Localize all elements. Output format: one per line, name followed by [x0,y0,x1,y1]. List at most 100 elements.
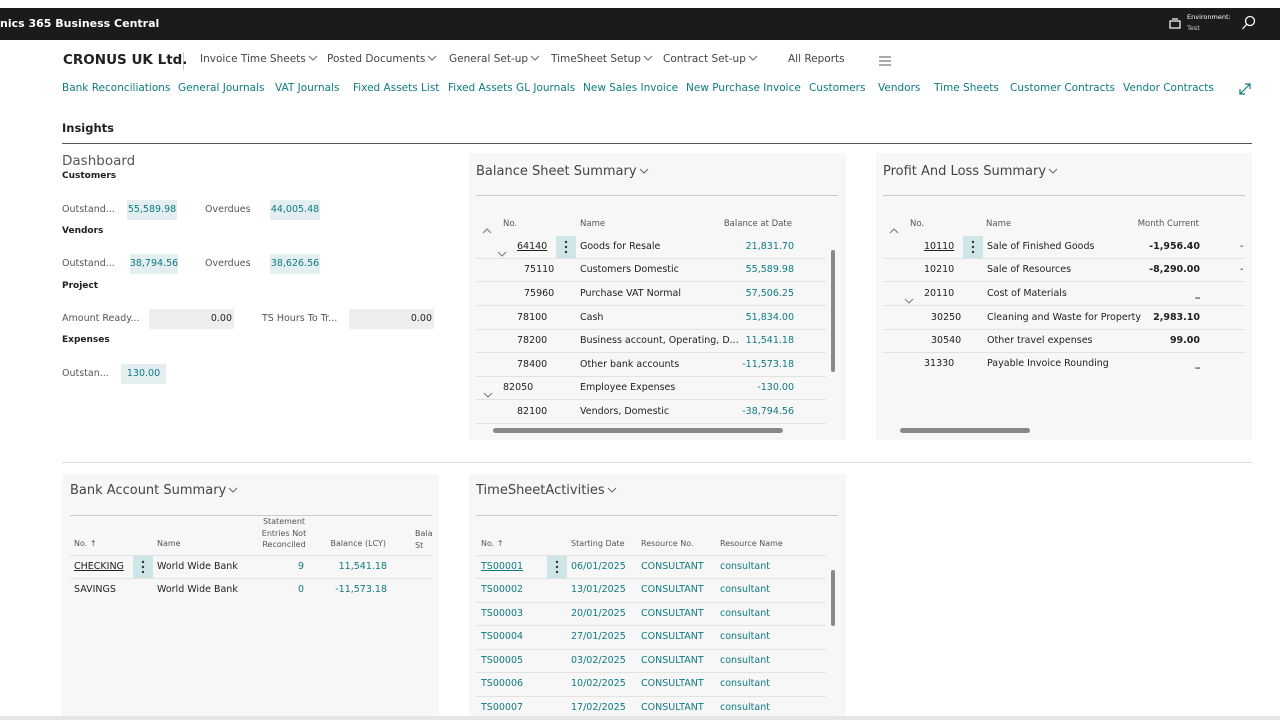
timesheet-cell[interactable]: CONSULTANT [641,583,704,597]
tile-box[interactable] [121,364,166,384]
account-no[interactable]: 30540 [931,334,961,348]
nav-item[interactable]: TimeSheet Setup [551,52,653,68]
tile-value-text[interactable]: 0.00 [410,312,432,324]
account-no-text[interactable]: 10210 [924,263,955,275]
nav-item-text[interactable]: Invoice Time Sheets [200,53,306,66]
chevron-glyph[interactable] [889,227,899,235]
account-no-text[interactable]: 78100 [517,311,548,323]
action-link-text[interactable]: Customer Contracts [1010,82,1115,95]
tile-box[interactable] [270,200,320,220]
timesheet-cell-text[interactable]: CONSULTANT [641,607,704,619]
tile-box[interactable] [130,254,178,274]
action-link[interactable]: Customer Contracts [1010,81,1115,97]
chevron[interactable] [639,167,649,175]
bank-no-text[interactable]: SAVINGS [74,583,116,595]
timesheet-cell-text[interactable]: TS00006 [481,678,524,690]
tile-value-text[interactable]: 55,589.98 [127,203,177,215]
tile-value[interactable]: 44,005.48 [265,203,325,217]
action-link[interactable]: Vendor Contracts [1123,81,1214,97]
timesheet-cell-text[interactable]: CONSULTANT [641,560,704,572]
account-no[interactable]: 82050 [503,381,533,395]
timesheet-cell-text[interactable]: consultant [720,607,770,619]
timesheet-cell-text[interactable]: 27/01/2025 [571,631,626,643]
timesheet-cell-text[interactable]: 03/02/2025 [571,654,626,666]
account-no-text[interactable]: 78200 [517,334,548,346]
nav-item-text[interactable]: Contract Set-up [663,53,746,66]
entries-not-reconciled[interactable]: 0 [0,583,304,597]
row-actions[interactable] [547,556,567,578]
timesheet-cell-text[interactable]: TS00002 [481,584,524,596]
timesheet-cell-text[interactable]: TS00004 [481,631,524,643]
entries-not-reconciled[interactable]: 9 [0,560,304,574]
nav-item-text[interactable]: Posted Documents [327,53,426,66]
scrollbar-thumb[interactable] [831,250,835,372]
bank-no[interactable]: CHECKING [74,560,124,574]
timesheet-cell[interactable]: TS00007 [481,701,523,715]
environment-icon[interactable] [1168,17,1182,31]
panel-title[interactable]: Balance Sheet Summary [476,162,649,182]
account-no-text[interactable]: 30250 [931,311,962,323]
tile-value[interactable]: 38,626.56 [265,257,325,271]
timesheet-cell-text[interactable]: 20/01/2025 [571,607,626,619]
tile-value-text[interactable]: 38,794.56 [129,257,179,269]
account-no-text[interactable]: 31330 [924,357,955,369]
chevron[interactable] [607,486,617,494]
balance-lcy[interactable]: 11,541.18 [67,560,387,574]
action-link-text[interactable]: Fixed Assets List [353,82,440,95]
timesheet-cell[interactable]: TS00001 [481,560,523,574]
action-link[interactable]: New Sales Invoice [583,81,678,97]
collapse-chevron[interactable] [904,290,914,304]
timesheet-cell-text[interactable]: CONSULTANT [641,631,704,643]
account-no[interactable]: 78400 [517,358,547,372]
account-no-text[interactable]: 78400 [517,358,548,370]
timesheet-cell-text[interactable]: 10/02/2025 [571,678,626,690]
timesheet-cell-text[interactable]: 13/01/2025 [571,584,626,596]
timesheet-cell[interactable]: TS00003 [481,607,523,621]
timesheet-cell-text[interactable]: 17/02/2025 [571,701,626,713]
action-link[interactable]: Bank Reconciliations [62,81,170,97]
row-actions[interactable] [133,556,153,578]
tile-value-text[interactable]: 38,626.56 [270,257,320,269]
dots[interactable] [133,556,153,578]
timesheet-cell[interactable]: 17/02/2025 [571,701,626,715]
account-no-text[interactable]: 75960 [524,287,555,299]
timesheet-cell[interactable]: CONSULTANT [641,677,704,691]
timesheet-cell[interactable]: TS00004 [481,630,523,644]
timesheet-cell[interactable]: CONSULTANT [641,701,704,715]
timesheet-cell-text[interactable]: TS00001 [481,560,524,572]
tile-box[interactable] [127,200,177,220]
balance[interactable]: -38,794.56 [474,405,794,419]
row-actions[interactable] [963,236,983,258]
timesheet-cell[interactable]: 10/02/2025 [571,677,626,691]
nav-item[interactable]: Contract Set-up [663,52,758,68]
account-no[interactable]: 31330 [924,357,954,371]
timesheet-cell[interactable]: consultant [720,560,770,574]
balance-text[interactable]: -130.00 [757,381,794,393]
action-link-text[interactable]: VAT Journals [275,82,340,95]
panel-title[interactable]: TimeSheetActivities [476,481,617,501]
account-no[interactable]: 75110 [524,263,554,277]
timesheet-cell-text[interactable]: TS00003 [481,607,524,619]
balance-text[interactable]: -11,573.18 [742,358,794,370]
action-link-text[interactable]: Customers [809,82,866,95]
timesheet-cell-text[interactable]: CONSULTANT [641,701,704,713]
nav-item[interactable]: Invoice Time Sheets [200,52,318,68]
dots[interactable] [547,556,567,578]
account-no-text[interactable]: 64140 [517,240,548,252]
timesheet-cell-text[interactable]: 06/01/2025 [571,560,626,572]
tile-value[interactable]: 0.00 [0,312,232,326]
timesheet-cell-text[interactable]: consultant [720,701,770,713]
bank-no[interactable]: SAVINGS [74,583,116,597]
dots[interactable] [963,236,983,258]
tile-value[interactable]: 55,589.98 [122,203,182,217]
tile-value[interactable]: 38,794.56 [125,257,183,271]
timesheet-cell[interactable]: consultant [720,701,770,715]
tile-value[interactable]: 130.00 [116,367,171,381]
timesheet-cell[interactable]: CONSULTANT [641,607,704,621]
tile-box[interactable] [149,309,234,329]
chevron-glyph[interactable] [904,297,914,305]
timesheet-cell[interactable]: 03/02/2025 [571,654,626,668]
tile-box[interactable] [270,254,320,274]
action-link[interactable]: New Purchase Invoice [686,81,801,97]
account-no-text[interactable]: 20110 [924,287,955,299]
